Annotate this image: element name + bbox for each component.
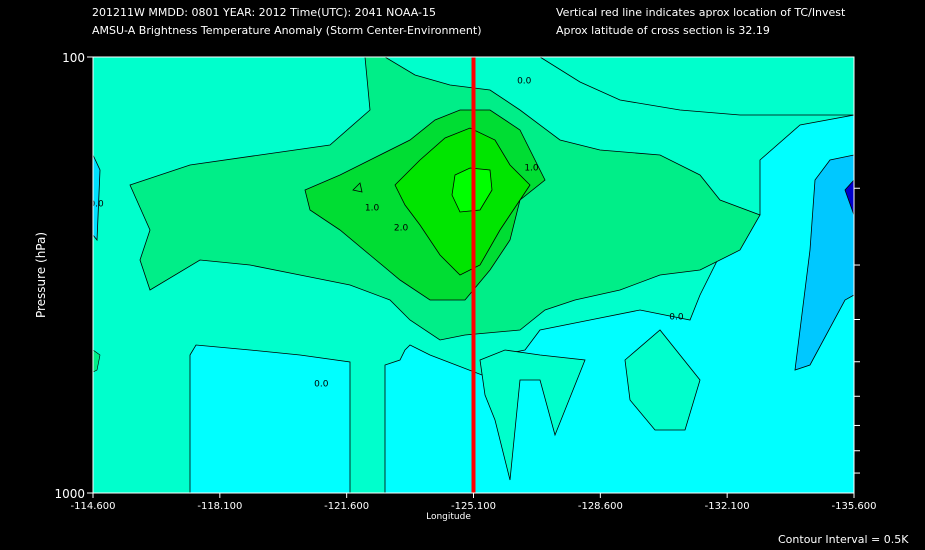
y-axis-label: Pressure (hPa)	[34, 232, 48, 318]
contour-blob-lower-right	[624, 329, 701, 431]
x-axis-label: Longitude	[426, 512, 471, 522]
contour-label: 0.0	[314, 380, 329, 390]
x-tick-label: -135.600	[832, 501, 877, 512]
contour-label: 1.0	[524, 163, 539, 173]
x-tick-label: -128.600	[578, 501, 623, 512]
contour-label: 0.0	[89, 199, 104, 209]
x-tick-label: -114.600	[71, 501, 116, 512]
header-line2-left: AMSU-A Brightness Temperature Anomaly (S…	[92, 24, 482, 37]
x-tick-label: -132.100	[705, 501, 750, 512]
contour-labels: 0.0 1.0 0.0 1.0 2.0 0.0 0.0	[89, 76, 683, 389]
chart-ticks: -114.600 -118.100 -121.600 -125.100 -128.600…	[34, 51, 876, 522]
contour-blob-lower-center	[479, 349, 586, 481]
header-line1-right: Vertical red line indicates aprox locati…	[556, 6, 846, 19]
contour-region-negative	[794, 154, 855, 371]
y-tick-label: 1000	[54, 487, 85, 501]
x-tick-label: -118.100	[197, 501, 242, 512]
x-tick-label: -125.100	[451, 501, 496, 512]
contour-small-triangle	[352, 182, 363, 193]
contour-label: 1.0	[365, 204, 380, 214]
y-tick-label: 100	[62, 51, 85, 65]
contour-label: 2.0	[394, 224, 409, 234]
contour-label: 0.0	[517, 76, 532, 86]
header-line1-left: 201211W MMDD: 0801 YEAR: 2012 Time(UTC):…	[92, 6, 436, 19]
header-line2-right: Aprox latitude of cross section is 32.19	[556, 24, 770, 37]
x-tick-label: -121.600	[324, 501, 369, 512]
contour-interval-note: Contour Interval = 0.5K	[778, 533, 909, 546]
contour-label: 0.0	[669, 312, 684, 322]
